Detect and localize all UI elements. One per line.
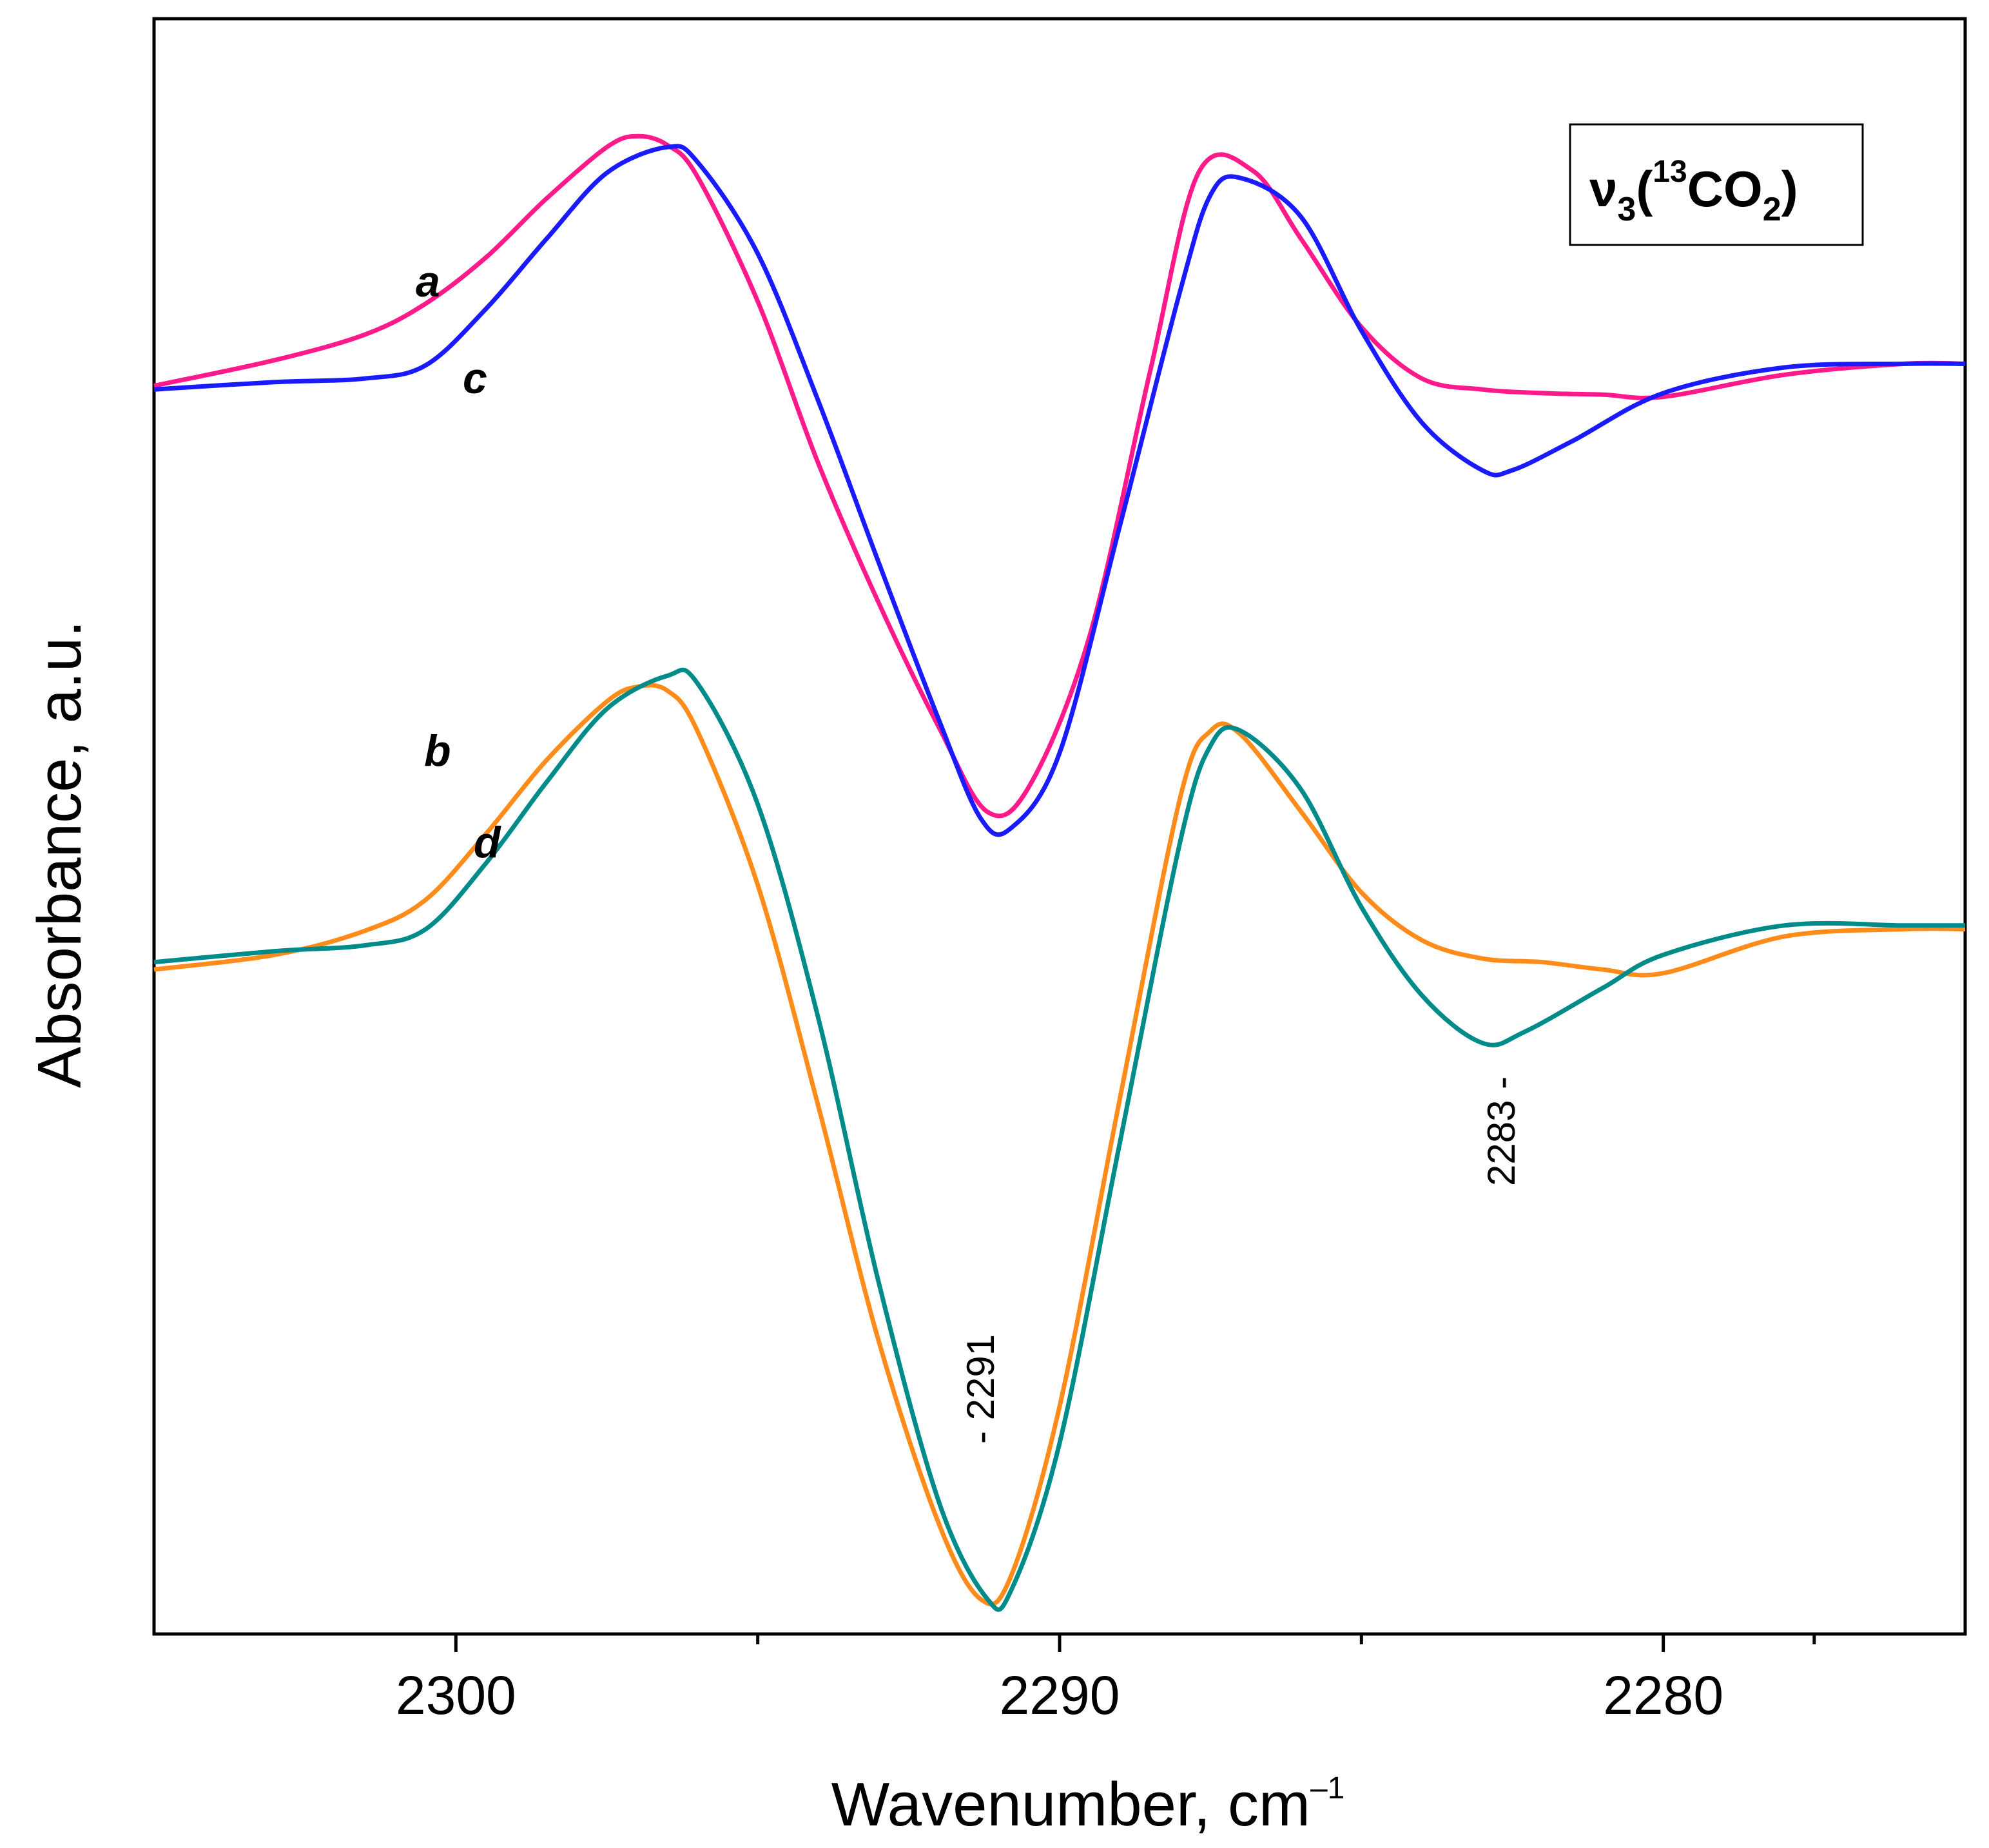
series-line-d (153, 667, 1965, 1612)
legend-box: ν3(13CO2) (1569, 123, 1864, 246)
legend-frame (1569, 123, 1864, 246)
curve-label-a: a (416, 257, 440, 306)
legend-co: CO (1687, 160, 1763, 217)
x-axis-ticks: 2300 2290 2280 (396, 1634, 1816, 1726)
curve-label-b: b (424, 726, 451, 775)
y-axis-title: Absorbance, a.u. (25, 620, 94, 1088)
legend-paren-close: ) (1781, 160, 1798, 217)
legend-label: ν3(13CO2) (1589, 155, 1798, 228)
legend-sub-2: 2 (1763, 191, 1781, 228)
x-axis-title: Wavenumber, cm–1 (831, 1770, 1345, 1839)
curve-label-d: d (474, 818, 501, 867)
legend-sup-13: 13 (1653, 155, 1687, 189)
series-layer (153, 133, 1966, 1612)
series-line-b (153, 683, 1966, 1607)
x-tick-label-2280: 2280 (1603, 1665, 1723, 1726)
curve-label-c: c (463, 354, 487, 403)
series-line-c (153, 144, 1966, 837)
peak-annotation-2283: 2283 - (1480, 1076, 1523, 1186)
series-line-a (153, 133, 1966, 819)
legend-paren-open: ( (1636, 160, 1653, 217)
x-axis-title-text: Wavenumber, cm (831, 1770, 1310, 1839)
x-tick-label-2300: 2300 (396, 1665, 516, 1726)
x-axis-title-sup: –1 (1310, 1771, 1344, 1805)
x-tick-label-2290: 2290 (1000, 1665, 1120, 1726)
peak-annotation-2291: - 2291 (959, 1334, 1002, 1444)
legend-nu: ν (1589, 160, 1617, 217)
legend-sub-3: 3 (1617, 191, 1636, 228)
